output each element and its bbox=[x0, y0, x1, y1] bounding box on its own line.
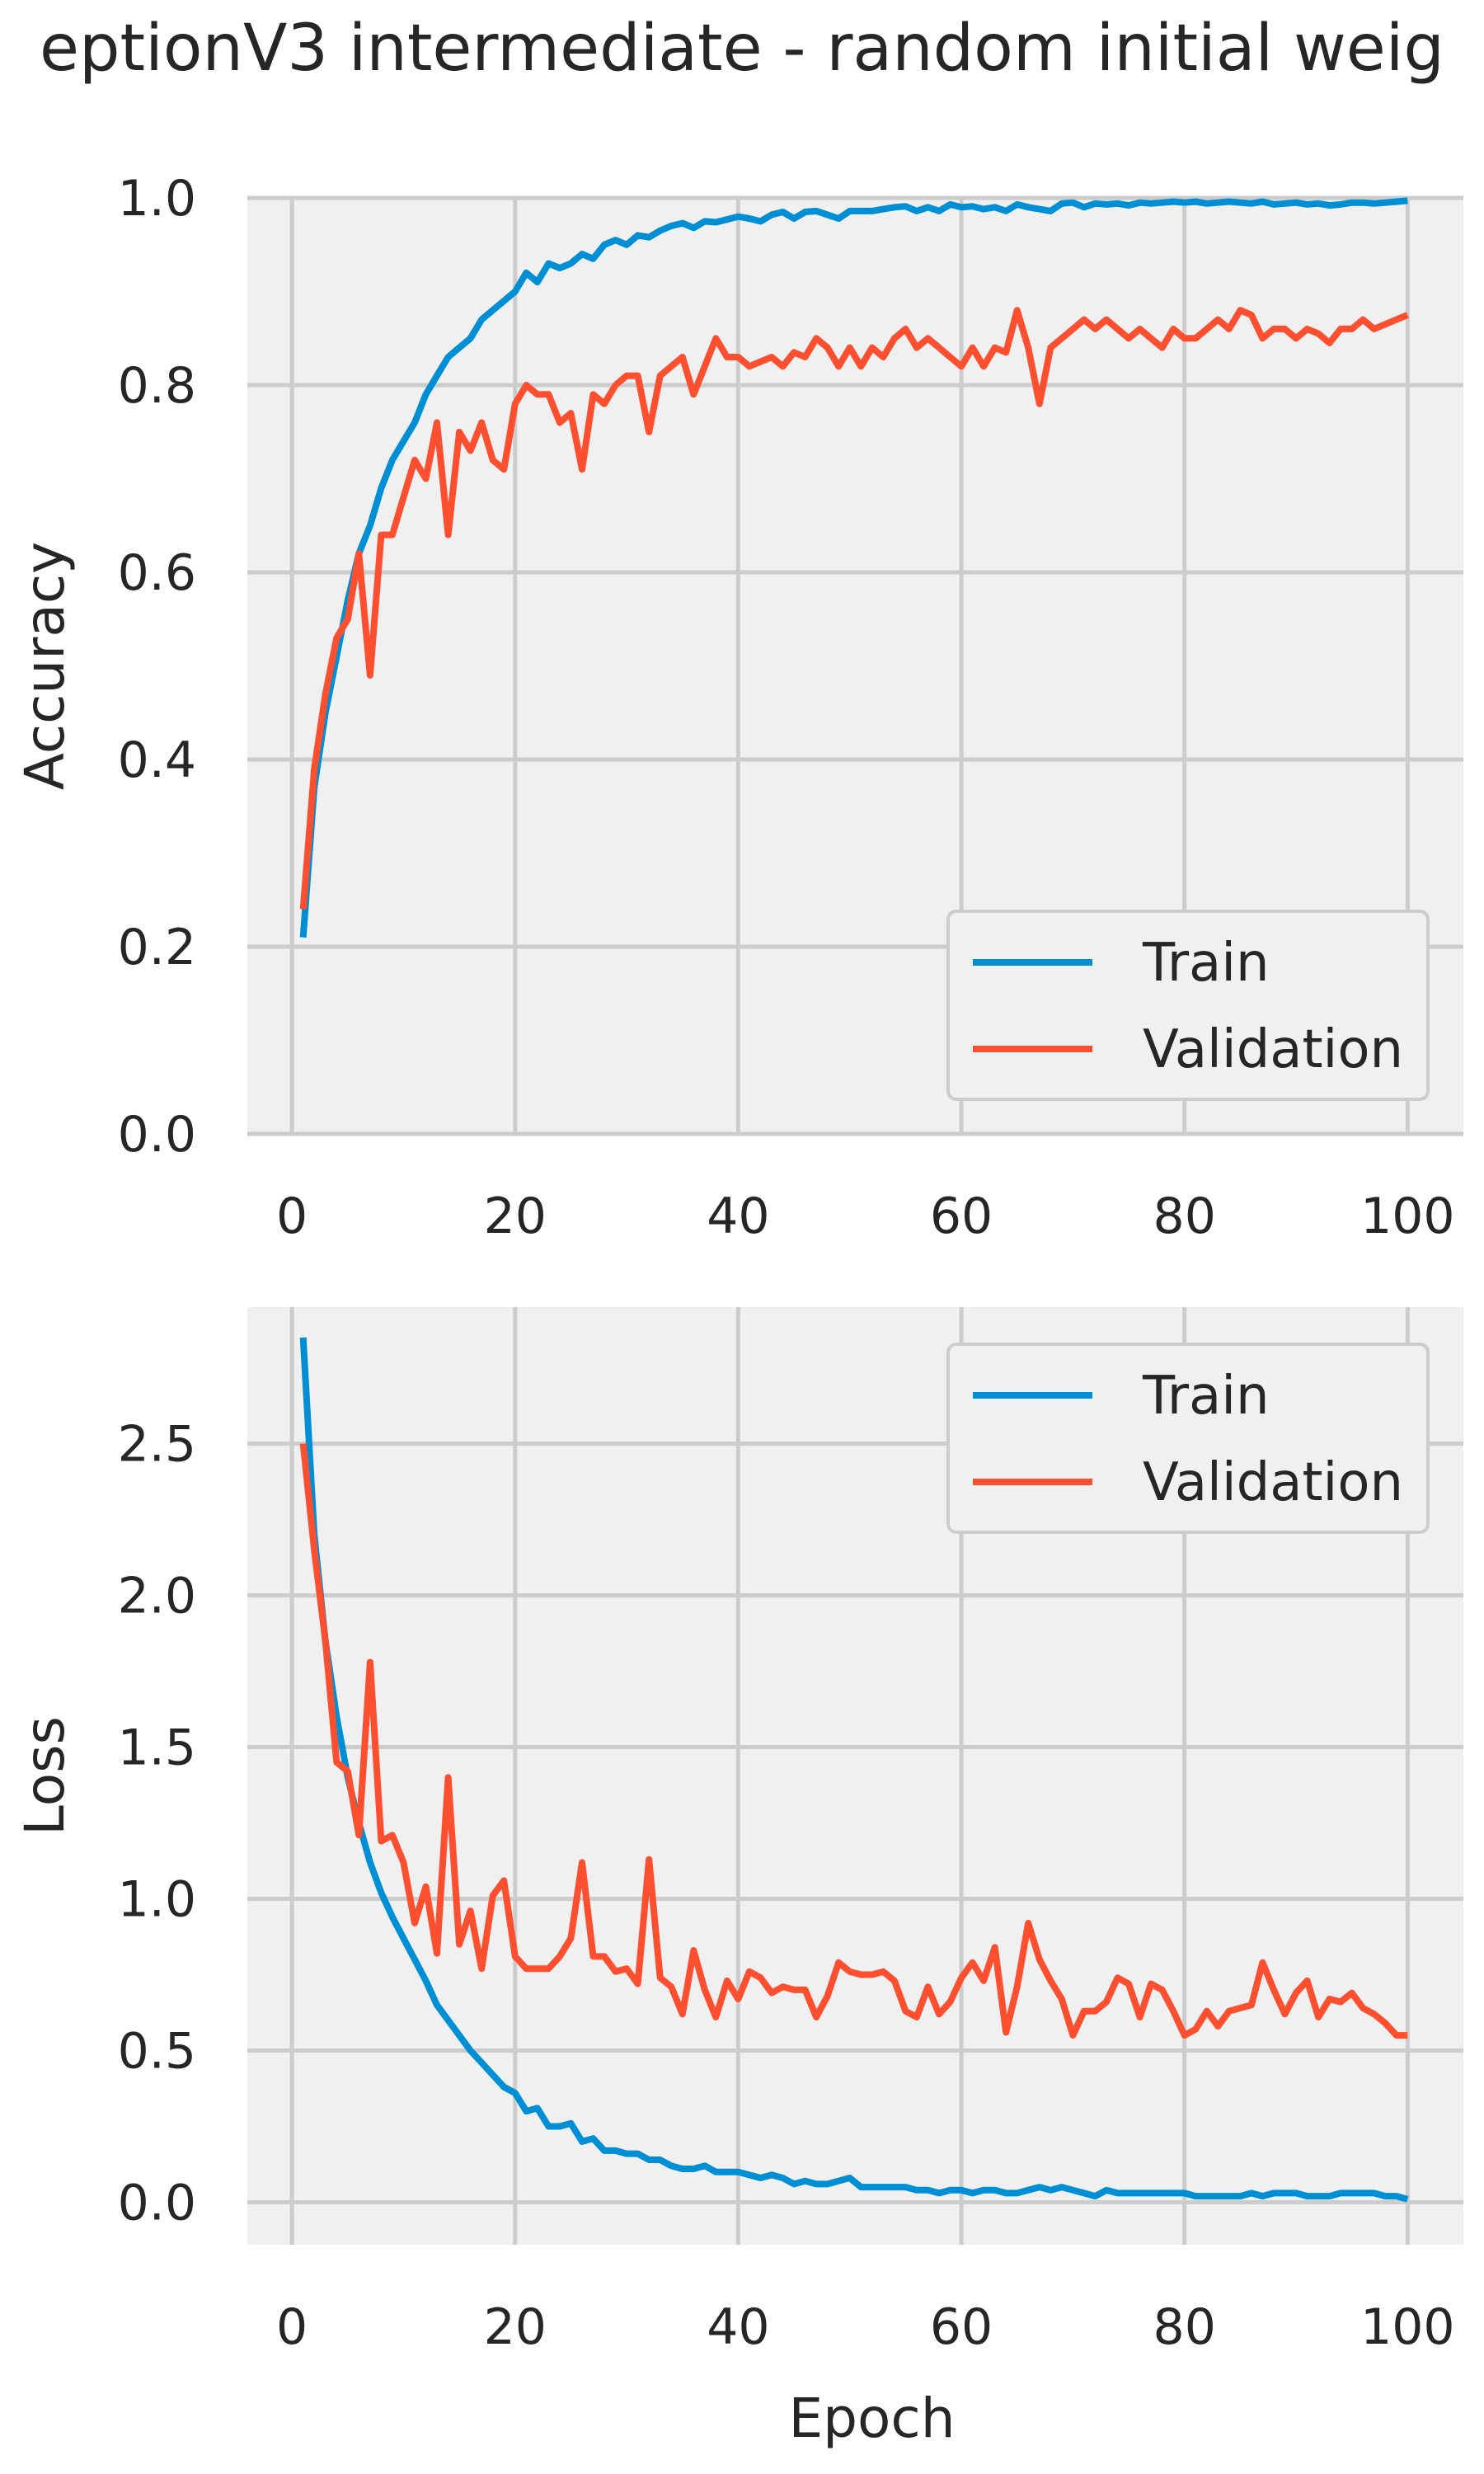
legend: Train Validation bbox=[946, 1343, 1430, 1534]
x-tick-label: 100 bbox=[1360, 1188, 1455, 1245]
x-tick-label: 60 bbox=[930, 2298, 993, 2356]
y-tick-label: 0.8 bbox=[118, 357, 196, 415]
series-line-validation bbox=[299, 307, 1409, 910]
y-tick-label: 0.4 bbox=[118, 731, 196, 789]
x-tick-label: 40 bbox=[707, 1188, 769, 1245]
legend-label-train: Train bbox=[1142, 933, 1270, 994]
y-tick-label: 2.0 bbox=[118, 1568, 196, 1625]
y-tick-label: 0.0 bbox=[118, 1106, 196, 1164]
y-axis-label: Loss bbox=[13, 1716, 77, 1836]
y-tick-label: 1.0 bbox=[118, 1871, 196, 1929]
accuracy-chart: 0 20 40 60 80 100 0.0 0.2 0.4 0.6 0.8 1.0 Accuracy Tr… bbox=[13, 170, 1463, 1245]
x-tick-label: 80 bbox=[1153, 2298, 1216, 2356]
y-tick-label: 0.5 bbox=[118, 2023, 196, 2081]
y-tick-label: 1.0 bbox=[118, 170, 196, 228]
chart-title: eptionV3 intermediate - random initial w… bbox=[40, 12, 1444, 86]
legend-label-validation: Validation bbox=[1143, 1019, 1403, 1080]
series-line-validation bbox=[299, 1443, 1408, 2039]
y-axis-label: Accuracy bbox=[13, 542, 77, 790]
y-tick-label: 1.5 bbox=[118, 1719, 196, 1777]
x-tick-label: 0 bbox=[276, 2298, 308, 2356]
legend: Train Validation bbox=[946, 910, 1430, 1101]
y-tick-label: 0.2 bbox=[118, 919, 196, 976]
x-tick-label: 20 bbox=[484, 1188, 547, 1245]
x-tick-label: 40 bbox=[707, 2298, 769, 2356]
x-tick-label: 60 bbox=[930, 1188, 993, 1245]
x-tick-label: 80 bbox=[1153, 1188, 1216, 1245]
y-tick-label: 0.6 bbox=[118, 544, 196, 602]
legend-label-train: Train bbox=[1142, 1366, 1270, 1427]
legend-label-validation: Validation bbox=[1143, 1452, 1403, 1513]
x-axis-label: Epoch bbox=[788, 2387, 955, 2450]
series-line-train bbox=[299, 1337, 1409, 2203]
x-tick-label: 100 bbox=[1360, 2298, 1455, 2356]
x-tick-label: 0 bbox=[276, 1188, 308, 1245]
y-tick-label: 2.5 bbox=[118, 1416, 196, 1474]
loss-chart: 0 20 40 60 80 100 0.0 0.5 1.0 1.5 2.0 2.5 Loss Epoch T… bbox=[13, 1307, 1463, 2450]
x-tick-label: 20 bbox=[484, 2298, 547, 2356]
series-line-train bbox=[299, 197, 1408, 938]
y-tick-label: 0.0 bbox=[118, 2174, 196, 2232]
